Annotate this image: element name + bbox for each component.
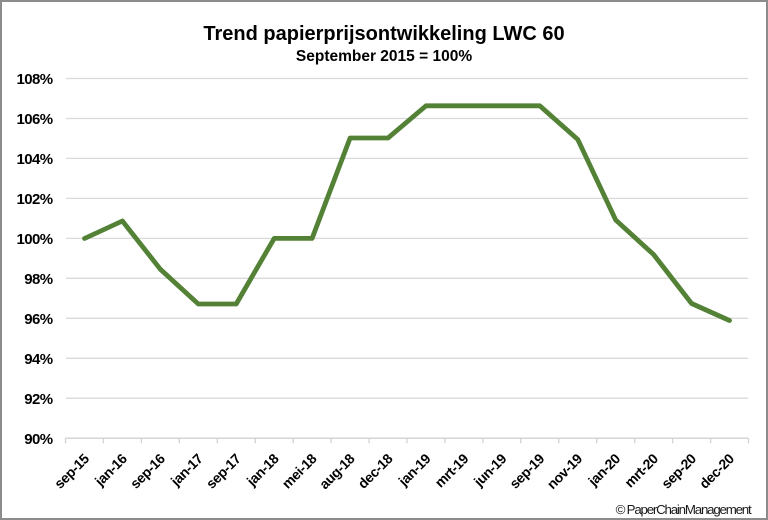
- svg-text:98%: 98%: [24, 271, 52, 288]
- svg-text:Trend papierprijsontwikkeling: Trend papierprijsontwikkeling LWC 60: [203, 23, 564, 45]
- svg-text:100%: 100%: [17, 231, 53, 248]
- svg-text:92%: 92%: [24, 391, 52, 408]
- svg-text:96%: 96%: [24, 311, 52, 328]
- svg-text:106%: 106%: [17, 111, 53, 128]
- svg-text:90%: 90%: [24, 431, 52, 448]
- svg-text:104%: 104%: [17, 151, 53, 168]
- svg-text:September 2015 = 100%: September 2015 = 100%: [296, 48, 472, 65]
- svg-text:102%: 102%: [17, 191, 53, 208]
- svg-text:108%: 108%: [17, 71, 53, 88]
- svg-text:94%: 94%: [24, 351, 52, 368]
- svg-text:© PaperChainManagement: © PaperChainManagement: [616, 502, 752, 517]
